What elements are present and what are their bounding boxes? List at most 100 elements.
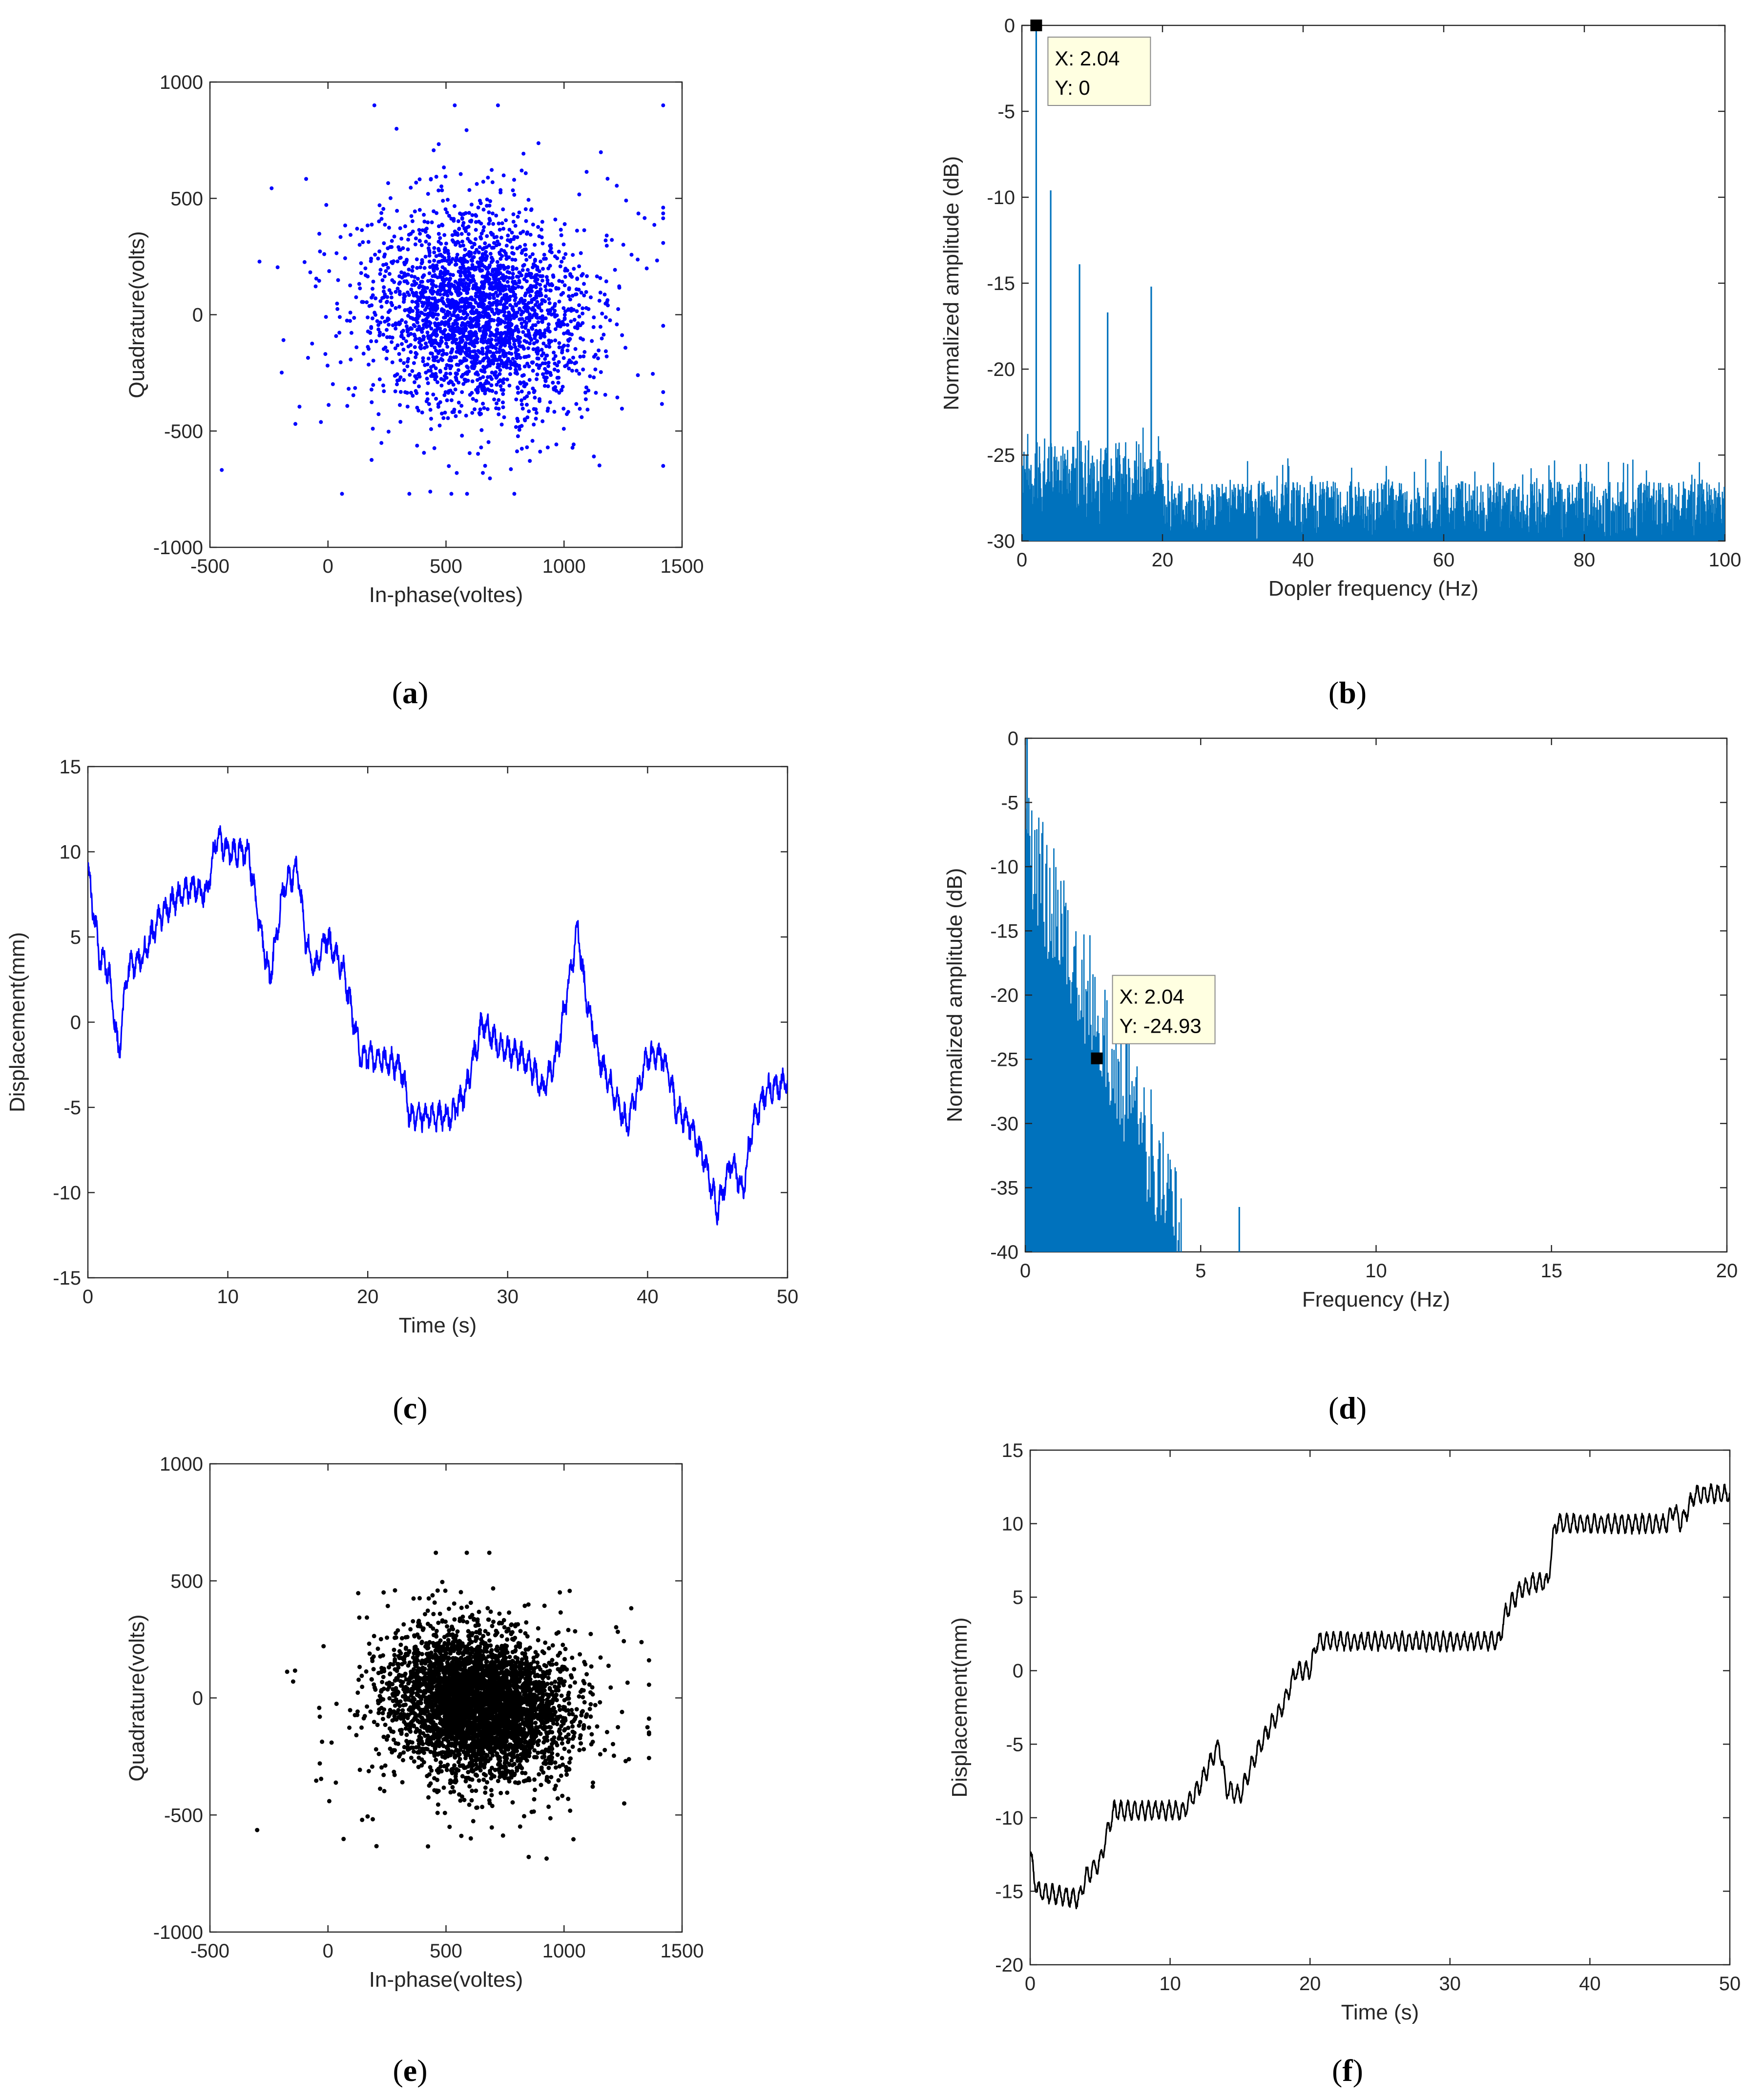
y-tick-label: -25 [990,1049,1018,1071]
x-tick-label: 0 [1025,1973,1036,1995]
panel-caption: (b) [1328,675,1367,710]
x-tick-label: 1000 [542,556,586,577]
y-tick-label: 1000 [160,1454,203,1475]
y-tick-label: -1000 [153,1922,203,1943]
x-tick-label: 1500 [661,556,704,577]
series-line [88,825,788,1226]
y-tick-label: -500 [164,1805,203,1826]
y-tick-label: -25 [987,445,1015,466]
x-tick-label: 100 [1709,549,1742,571]
panel-caption: (c) [393,1391,427,1425]
panel-a: -500 0 500 1000 1500-1000-50005001000In-phas… [125,72,704,710]
datatip-x: X: 2.04 [1120,985,1184,1008]
x-tick-label: 500 [430,1940,462,1962]
x-tick-label: 20 [1152,549,1174,571]
x-tick-label: 30 [1439,1973,1461,1995]
y-axis-label: Quadrature(volts) [125,231,149,398]
y-axis-label: Displacement(mm) [948,1617,972,1797]
y-tick-label: -15 [53,1268,81,1289]
x-tick-label: 1500 [661,1940,704,1962]
x-tick-label: -500 [190,1940,229,1962]
y-tick-label: -10 [53,1183,81,1204]
x-tick-label: 0 [323,556,333,577]
x-tick-label: 40 [637,1286,659,1308]
x-axis-label: Time (s) [1341,2000,1419,2024]
data-series [220,103,665,496]
y-axis-label: Normalized amplitude (dB) [943,868,967,1123]
x-tick-label: -500 [190,556,229,577]
panel-caption: (a) [392,675,429,710]
y-tick-label: -10 [995,1808,1023,1829]
x-tick-label: 10 [1159,1973,1181,1995]
x-tick-label: 5 [1195,1260,1206,1282]
panel-caption: (e) [393,2053,427,2088]
y-tick-label: -15 [987,273,1015,294]
y-tick-label: 0 [1008,728,1018,749]
x-tick-label: 10 [1365,1260,1387,1282]
y-tick-label: -5 [63,1097,81,1119]
y-tick-label: 0 [70,1012,81,1034]
x-axis-label: Dopler frequency (Hz) [1268,577,1478,601]
spectrum-noise [1022,427,1725,541]
y-axis-label: Displacement(mm) [5,932,29,1112]
y-tick-label: 500 [170,1571,203,1592]
plot-area [1029,1449,1731,1966]
y-tick-label: -5 [1001,792,1018,814]
y-tick-label: -30 [987,531,1015,552]
y-tick-label: -15 [990,921,1018,942]
y-tick-label: -40 [990,1242,1018,1263]
x-axis-label: Frequency (Hz) [1302,1288,1450,1311]
scatter-points [255,1550,651,1861]
y-tick-label: 0 [1004,15,1015,37]
datatip-marker[interactable] [1091,1052,1103,1064]
x-tick-label: 80 [1574,549,1596,571]
y-tick-label: -10 [990,856,1018,878]
x-tick-label: 0 [323,1940,333,1962]
y-tick-label: 0 [192,305,203,326]
x-tick-label: 50 [777,1286,799,1308]
x-tick-label: 20 [1716,1260,1738,1282]
x-tick-label: 30 [497,1286,519,1308]
datatip-marker[interactable] [1030,20,1042,31]
x-tick-label: 50 [1719,1973,1741,1995]
panel-caption: (d) [1328,1391,1367,1425]
x-tick-label: 20 [357,1286,379,1308]
x-axis-label: In-phase(voltes) [369,583,523,607]
data-series [1022,25,1725,541]
y-tick-label: -35 [990,1178,1018,1199]
datatip-box[interactable] [1047,37,1151,106]
panel-d: 0 5 10 15 20 -40 -35 -30 -25 -20 -15 -10 -5 0 Frequenc… [943,728,1738,1425]
x-tick-label: 500 [430,556,462,577]
series-line [1030,1483,1730,1910]
panel-caption: (f) [1332,2053,1363,2088]
y-tick-label: -10 [987,187,1015,208]
x-tick-label: 40 [1579,1973,1601,1995]
x-tick-label: 0 [83,1286,93,1308]
x-tick-label: 0 [1017,549,1027,571]
y-tick-label: -500 [164,421,203,442]
panel-e: -500 0 500 1000 1500-1000-50005001000In-phas… [125,1454,704,2088]
y-tick-label: -30 [990,1113,1018,1135]
datatip-x: X: 2.04 [1055,47,1120,70]
y-tick-label: 5 [1013,1587,1023,1608]
y-tick-label: 10 [60,842,82,863]
y-tick-label: -15 [995,1881,1023,1902]
panel-f: 0 10 20 30 40 50 -20 -15 -10 -5 0 5 10 15 Time (s) Disp… [948,1440,1741,2088]
y-tick-label: 15 [60,756,82,778]
x-tick-label: 10 [217,1286,239,1308]
datatip-y: Y: 0 [1055,76,1090,99]
scatter-points [220,103,665,496]
y-tick-label: -5 [1006,1734,1023,1755]
plot-area [87,766,789,1279]
x-tick-label: 0 [1020,1260,1031,1282]
data-series [255,1550,651,1861]
y-tick-label: 1000 [160,72,203,93]
datatip-box[interactable] [1112,975,1216,1044]
panel-c: 0 10 20 30 40 50 -15 -10 -5 0 5 10 15 Time (s) Displac… [5,756,798,1425]
datatip-y: Y: -24.93 [1120,1015,1202,1038]
data-series [88,825,788,1226]
y-axis-label: Normalized amplitude (dB) [939,156,963,411]
x-tick-label: 60 [1433,549,1455,571]
x-tick-label: 20 [1299,1973,1321,1995]
